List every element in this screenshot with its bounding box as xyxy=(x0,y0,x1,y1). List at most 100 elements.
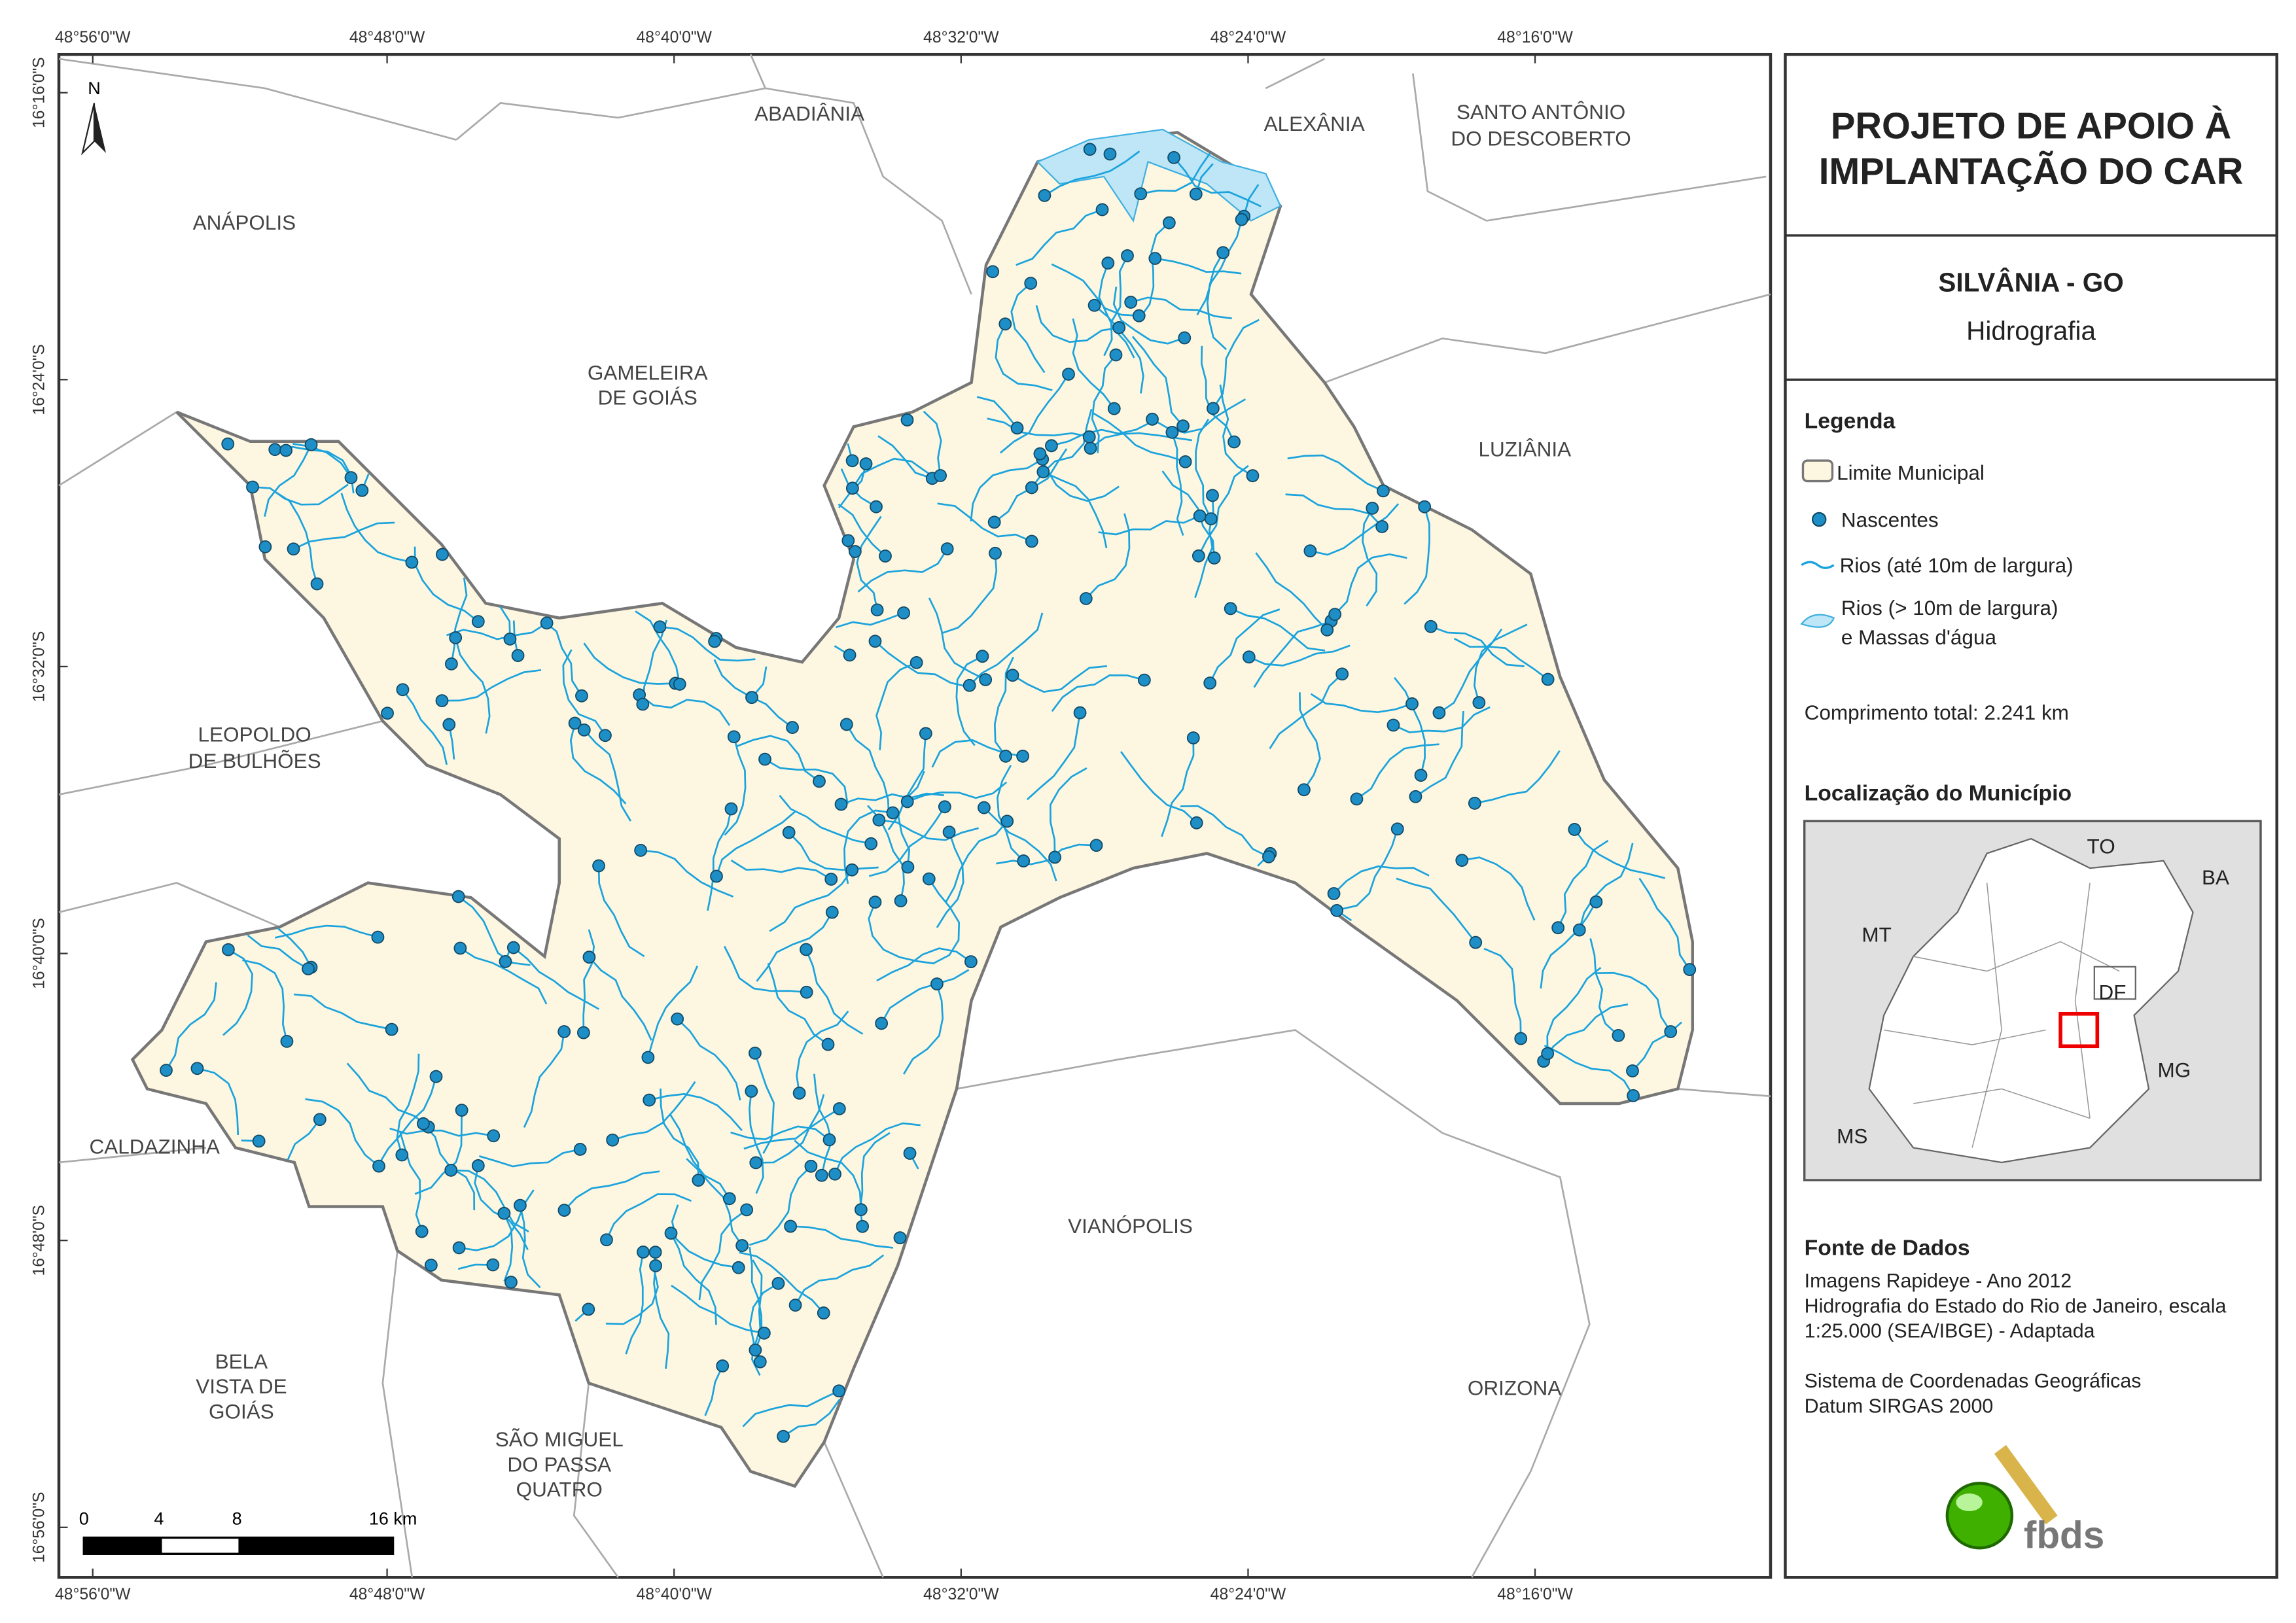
spring xyxy=(1107,402,1121,415)
spring xyxy=(1006,669,1019,682)
spring xyxy=(452,1241,466,1255)
legend-item: Limite Municipal xyxy=(1837,461,1985,484)
river xyxy=(769,869,853,932)
river xyxy=(583,729,632,822)
river xyxy=(582,929,595,1033)
neighbor-label: VISTA DE xyxy=(196,1374,287,1398)
river xyxy=(851,457,942,489)
spring xyxy=(832,1384,846,1398)
spring xyxy=(1664,1025,1678,1038)
neighbor-label: BELA xyxy=(215,1350,268,1373)
spring xyxy=(732,1261,745,1274)
spring xyxy=(1062,368,1075,381)
neighbor-label: GOIÁS xyxy=(209,1399,274,1423)
spring xyxy=(934,469,947,482)
river xyxy=(1474,750,1561,805)
river xyxy=(563,1170,660,1211)
spring xyxy=(786,721,799,734)
river xyxy=(877,435,933,480)
river xyxy=(723,945,807,994)
spring xyxy=(1568,823,1581,836)
spring xyxy=(1409,790,1422,803)
river xyxy=(1392,706,1491,733)
spring xyxy=(1683,963,1697,976)
river xyxy=(1098,262,1135,358)
spring xyxy=(1432,706,1446,720)
spring xyxy=(824,873,838,886)
river xyxy=(1120,751,1197,824)
river xyxy=(1453,638,1549,680)
spring xyxy=(964,955,978,969)
river xyxy=(660,625,756,662)
river xyxy=(1035,305,1120,343)
river xyxy=(813,1073,833,1176)
river xyxy=(1131,336,1184,427)
river xyxy=(754,1053,775,1154)
neighbor-label: ANÁPOLIS xyxy=(193,211,296,234)
spring xyxy=(942,826,956,839)
river xyxy=(635,610,681,685)
river xyxy=(1404,506,1430,605)
spring xyxy=(1424,620,1438,633)
river xyxy=(686,1158,743,1246)
neighbor-label: QUATRO xyxy=(516,1478,603,1501)
neighbor-label: CALDAZINHA xyxy=(89,1134,219,1158)
river xyxy=(941,553,998,635)
spring xyxy=(1572,923,1586,937)
spring xyxy=(1551,921,1565,935)
spring xyxy=(302,962,315,975)
river xyxy=(583,642,676,685)
source-line: Hidrografia do Estado do Rio de Janeiro,… xyxy=(1805,1295,2227,1317)
spring xyxy=(800,943,813,956)
river xyxy=(197,1067,239,1135)
river xyxy=(868,901,935,965)
neighbor-label: VIANÓPOLIS xyxy=(1068,1214,1193,1238)
source-line: Sistema de Coordenadas Geográficas xyxy=(1805,1370,2142,1392)
spring xyxy=(845,454,859,468)
river xyxy=(857,548,948,593)
river xyxy=(715,811,796,877)
spring xyxy=(1083,143,1097,156)
river xyxy=(1333,865,1430,894)
river xyxy=(1196,219,1243,316)
spring xyxy=(692,1174,705,1187)
spring xyxy=(986,265,1000,279)
spring xyxy=(279,444,292,457)
spring xyxy=(442,718,456,731)
spring xyxy=(758,752,771,766)
river xyxy=(836,612,904,629)
river xyxy=(1542,1003,1629,1062)
spring xyxy=(1514,1032,1528,1045)
river xyxy=(647,966,698,1058)
spring xyxy=(845,481,859,495)
spring xyxy=(1414,769,1428,782)
river xyxy=(479,1148,580,1168)
spring xyxy=(1375,520,1389,533)
river xyxy=(588,956,652,1041)
rivers xyxy=(165,150,1691,1437)
spring xyxy=(854,1203,868,1217)
spring xyxy=(514,1198,527,1212)
spring xyxy=(870,603,884,617)
river xyxy=(1161,738,1195,837)
spring xyxy=(1024,277,1038,290)
spring xyxy=(1262,850,1275,864)
river xyxy=(446,622,548,640)
neighbor-label: DO PASSA xyxy=(507,1452,611,1476)
river xyxy=(519,1205,541,1289)
scale-label: 8 xyxy=(232,1509,242,1528)
logo: fbds xyxy=(1945,1444,2104,1556)
spring xyxy=(998,317,1012,331)
spring xyxy=(1121,249,1134,262)
river xyxy=(1010,282,1046,374)
river xyxy=(923,410,942,476)
spring xyxy=(1095,203,1109,217)
river xyxy=(1180,805,1269,858)
river xyxy=(1544,1044,1634,1096)
river xyxy=(1396,877,1477,943)
spring xyxy=(313,1113,327,1126)
coord-label: 16°24'0"S xyxy=(31,344,48,415)
spring xyxy=(1025,481,1038,495)
spring xyxy=(1366,502,1379,515)
inset-label: MG xyxy=(2158,1058,2191,1082)
